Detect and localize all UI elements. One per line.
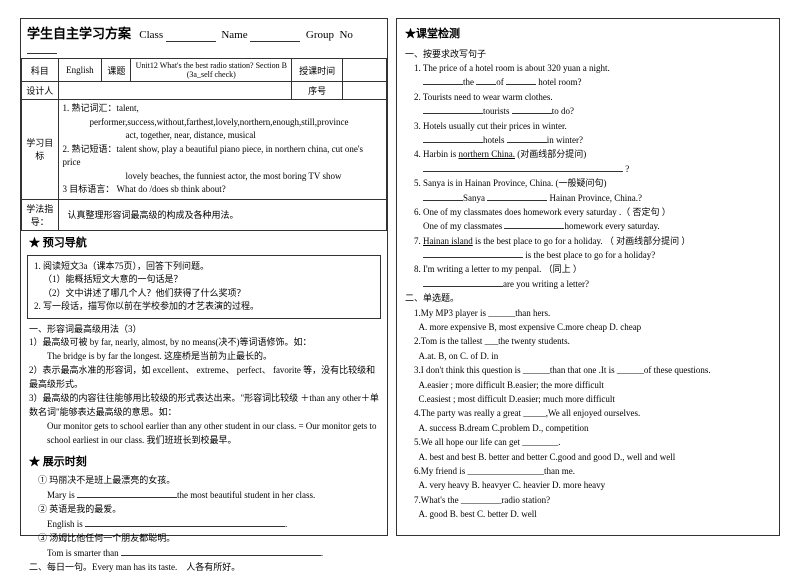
section-show: ★ 展示时刻 bbox=[21, 450, 387, 472]
cell: Unit12 What's the best radio station? Se… bbox=[131, 59, 292, 82]
show-content: ① 玛丽决不是班上最漂亮的女孩。 Mary is the most beauti… bbox=[21, 472, 387, 577]
section-test: ★课堂检测 bbox=[405, 23, 771, 47]
cell: 学法指导： bbox=[22, 199, 59, 230]
cell: 科目 bbox=[22, 59, 59, 82]
cell bbox=[58, 82, 292, 100]
cell: 认真整理形容词最高级的构成及各种用法。 bbox=[58, 199, 387, 230]
preview-content: 一、形容词最高级用法（3） 1）最高级可被 by far, nearly, al… bbox=[21, 321, 387, 450]
left-column: 学生自主学习方案 Class Name Group No 科目 English … bbox=[20, 18, 388, 536]
preview-box: 1. 阅读短文3a（课本75页），回答下列问题。 （1）能概括短文大意的一句话是… bbox=[27, 255, 381, 319]
cell bbox=[343, 59, 387, 82]
goals-cell: 1. 熟记词汇：talent, performer,success,withou… bbox=[58, 100, 387, 200]
cell bbox=[343, 82, 387, 100]
info-table: 科目 English 课题 Unit12 What's the best rad… bbox=[21, 58, 387, 231]
section-preview: ★ 预习导航 bbox=[21, 231, 387, 253]
cell: 学习目标 bbox=[22, 100, 59, 200]
cell: 课题 bbox=[102, 59, 131, 82]
cell: 授课时间 bbox=[292, 59, 343, 82]
main-title: 学生自主学习方案 bbox=[27, 26, 131, 41]
right-column: ★课堂检测 一、按要求改写句子 1. The price of a hotel … bbox=[396, 18, 780, 536]
cell: English bbox=[58, 59, 102, 82]
cell: 序号 bbox=[292, 82, 343, 100]
cell: 设计人 bbox=[22, 82, 59, 100]
header-row: 学生自主学习方案 Class Name Group No bbox=[21, 19, 387, 58]
